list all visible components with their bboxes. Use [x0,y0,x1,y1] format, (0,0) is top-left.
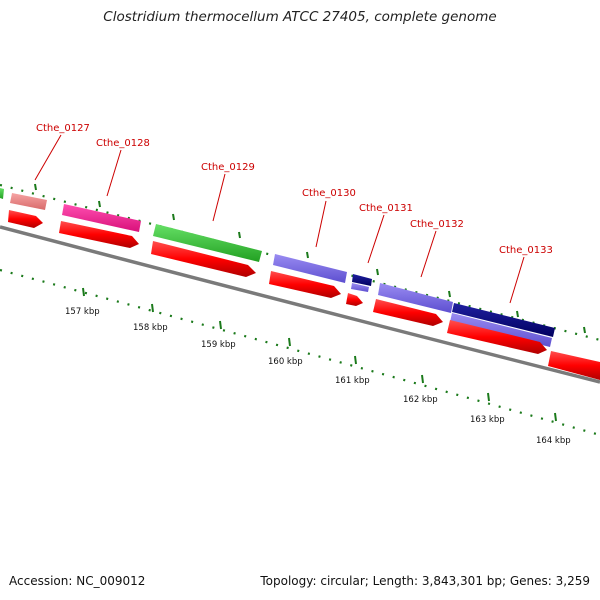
gene-block-cthe-0130 [273,254,347,283]
gene-block-cthe-0127 [10,193,47,210]
gene-block-cthe-0133-top [452,303,555,337]
scale-label: 159 kbp [201,340,236,350]
cds-arrow-track [8,210,600,380]
cds-arrow [8,210,43,228]
cds-arrow [59,221,139,248]
gene-block-cthe-0131-top [352,274,372,286]
major-tick [554,412,557,422]
cds-arrow [447,320,547,354]
gene-block-cthe-0133-bottom [450,313,552,347]
gene-block-green-left [0,188,4,199]
major-tick [172,213,175,221]
scale-label: 160 kbp [268,357,303,367]
scale-label: 163 kbp [470,415,505,425]
major-tick [238,231,241,239]
major-tick [421,374,424,384]
genome-summary-text: Topology: circular; Length: 3,843,301 bp… [260,574,590,588]
gene-block-cthe-0129 [153,224,262,262]
scale-label: 164 kbp [536,436,571,446]
cds-arrow [346,293,363,306]
gene-block-cthe-0128 [62,204,141,232]
gene-label-cthe-0133: Cthe_0133 [499,245,553,256]
major-tick [448,290,451,298]
major-tick [219,320,222,330]
scale-labels: 157 kbp 158 kbp 159 kbp 160 kbp 161 kbp … [65,307,571,446]
major-tick [354,355,357,365]
major-tick [288,337,291,347]
gene-label-cthe-0132: Cthe_0132 [410,219,464,230]
major-tick [98,200,101,208]
genome-title: Clostridium thermocellum ATCC 27405, com… [103,9,497,25]
accession-text: Accession: NC_009012 [9,574,146,588]
cds-arrow [269,271,341,298]
major-tick [376,268,379,276]
major-tick [82,287,85,297]
gene-label-cthe-0128: Cthe_0128 [96,138,150,149]
scale-label: 158 kbp [133,323,168,333]
scale-tick-track [0,268,600,437]
major-tick [34,183,37,191]
cds-arrow [151,241,256,277]
cds-arrow [548,351,600,380]
major-tick [583,326,586,334]
label-leaders [34,134,525,304]
major-tick [487,392,490,402]
gene-label-cthe-0127: Cthe_0127 [36,123,90,134]
scale-label: 157 kbp [65,307,100,317]
category-feature-track [0,188,555,347]
gene-label-cthe-0130: Cthe_0130 [302,188,356,199]
gene-label-cthe-0131: Cthe_0131 [359,203,413,214]
genome-backbone [0,225,600,384]
scale-label: 162 kbp [403,395,438,405]
cds-arrow [373,299,443,326]
major-tick [151,303,154,313]
major-tick [306,251,309,259]
scale-label: 161 kbp [335,376,370,386]
gene-label-cthe-0129: Cthe_0129 [201,162,255,173]
gene-block-cthe-0131-bottom [351,283,369,292]
gene-labels: Cthe_0127 Cthe_0128 Cthe_0129 Cthe_0130 … [36,123,553,256]
gene-block-cthe-0132 [378,283,453,313]
major-tick [516,310,519,318]
